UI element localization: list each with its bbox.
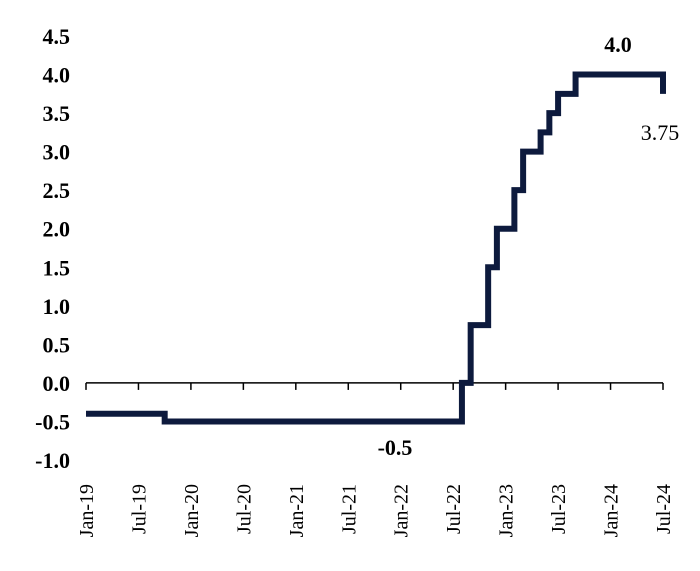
y-tick-label: 2.5: [43, 178, 71, 203]
x-tick-label: Jan-24: [601, 484, 623, 537]
x-tick-label: Jan-21: [286, 484, 308, 537]
series-line: [86, 71, 666, 425]
y-tick-label: 4.0: [43, 63, 71, 88]
x-tick-label: Jul-20: [233, 484, 255, 534]
y-axis-ticks: 4.5 4.0 3.5 3.0 2.5 2.0 1.5 1.0 0.5 0.0 -0.5 -1.0: [35, 24, 70, 473]
y-tick-label: 0.0: [43, 371, 71, 396]
y-tick-label: 1.5: [43, 255, 71, 280]
x-tick-label: Jul-24: [653, 484, 675, 534]
y-tick-label: 4.5: [43, 24, 71, 49]
x-tick-label: Jan-20: [181, 484, 203, 537]
y-tick-label: 3.0: [43, 140, 71, 165]
annotation-label: 4.0: [604, 32, 632, 57]
annotation-label: 3.75: [641, 120, 680, 145]
annotation-label: -0.5: [378, 435, 413, 460]
annotations: 4.0 3.75 -0.5: [378, 32, 680, 460]
x-tick-label: Jan-23: [496, 484, 518, 537]
y-tick-label: 0.5: [43, 332, 71, 357]
x-axis: Jan-19 Jul-19 Jan-20 Jul-20 Jan-21 Jul-21 Jan-…: [76, 382, 675, 537]
x-tick-label: Jul-23: [548, 484, 570, 534]
x-tick-label: Jan-22: [391, 484, 413, 537]
x-tick-label: Jul-22: [443, 484, 465, 534]
y-tick-label: 2.0: [43, 217, 71, 242]
series-group: [86, 71, 666, 425]
y-tick-label: 3.5: [43, 101, 71, 126]
y-tick-label: -0.5: [35, 409, 70, 434]
x-tick-label: Jan-19: [76, 484, 98, 537]
y-tick-label: 1.0: [43, 294, 71, 319]
x-tick-label: Jul-19: [128, 484, 150, 534]
x-tick-label: Jul-21: [338, 484, 360, 534]
y-tick-label: -1.0: [35, 448, 70, 473]
